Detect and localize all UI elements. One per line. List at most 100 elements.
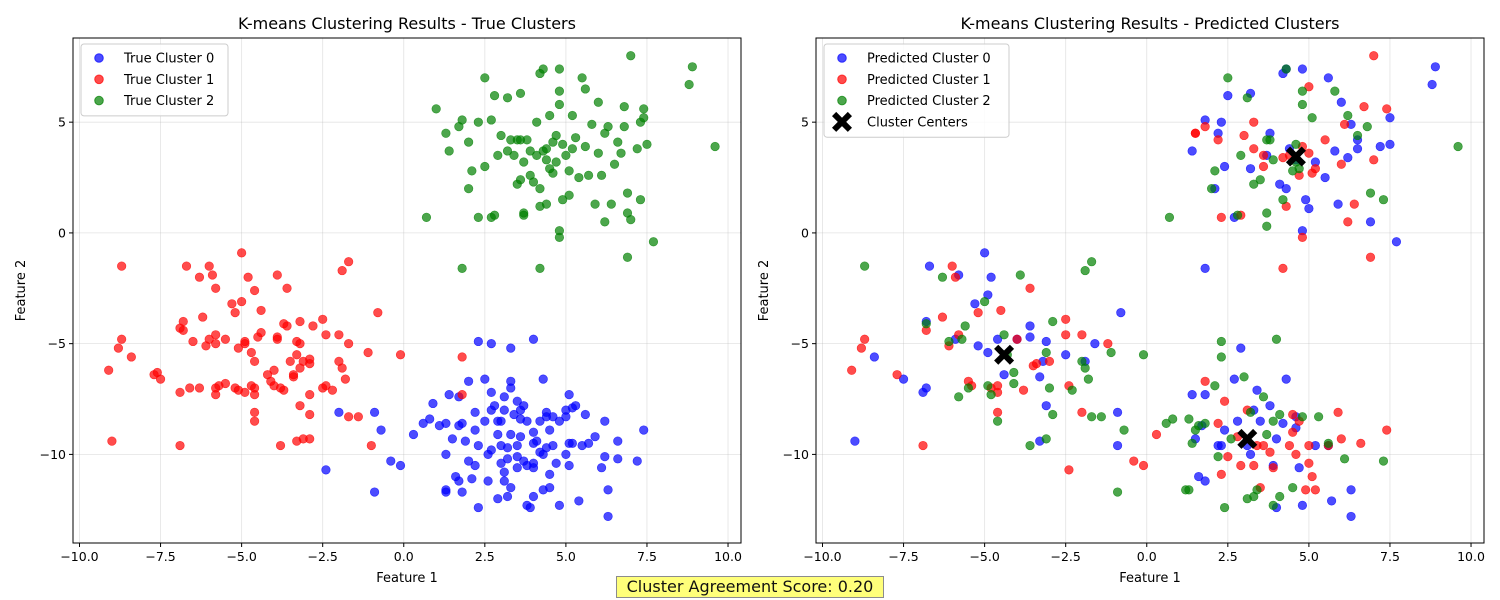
true-cluster-1-point (457, 390, 467, 400)
pred-cluster-0-point (1320, 172, 1330, 183)
true-cluster-2-point (528, 177, 539, 187)
pred-cluster-1-point (1258, 161, 1269, 172)
pred-cluster-0-point (970, 299, 980, 309)
pred-cluster-1-point (1129, 456, 1139, 466)
true-cluster-1-point (240, 339, 250, 349)
true-cluster-1-point (288, 372, 299, 382)
pred-cluster-0-point (983, 347, 993, 358)
true-cluster-2-point (467, 166, 477, 176)
y-axis-label: Feature 2 (14, 260, 29, 322)
true-cluster-2-point (632, 144, 642, 154)
pred-cluster-2-point (1268, 500, 1278, 510)
true-cluster-1-point (292, 436, 302, 446)
pred-cluster-2-point (1339, 454, 1350, 464)
true-cluster-1-point (295, 401, 305, 411)
pred-cluster-2-point (1323, 438, 1333, 448)
true-cluster-1-point (334, 330, 344, 340)
true-cluster-0-point (376, 425, 386, 435)
true-cluster-2-point (545, 110, 555, 121)
pred-cluster-2-point (1239, 372, 1249, 382)
true-cluster-1-point (220, 334, 231, 344)
true-cluster-2-point (525, 146, 535, 156)
true-cluster-2-point (489, 210, 500, 220)
plot-area (73, 38, 741, 543)
pred-cluster-0-point (1236, 343, 1246, 353)
true-cluster-0-point (603, 511, 613, 522)
pred-cluster-2-point (1242, 93, 1252, 103)
true-cluster-0-point (464, 456, 474, 466)
pred-cluster-2-point (1080, 363, 1090, 373)
true-cluster-0-point (528, 491, 539, 502)
pred-cluster-1-point (1103, 339, 1113, 349)
pred-cluster-0-point (1294, 463, 1304, 473)
pred-cluster-2-point (1268, 416, 1278, 426)
true-cluster-1-point (344, 339, 354, 349)
true-cluster-1-point (292, 350, 302, 360)
pred-cluster-0-point (1255, 416, 1265, 426)
true-cluster-0-point (441, 487, 451, 497)
pred-cluster-0-point (1336, 97, 1346, 107)
true-cluster-0-point (561, 449, 571, 460)
pred-cluster-2-point (1207, 184, 1217, 194)
true-cluster-2-point (421, 212, 432, 223)
pred-cluster-0-point (1275, 179, 1285, 189)
true-cluster-1-point (214, 381, 224, 391)
pred-cluster-0-point (1194, 471, 1204, 482)
pred-cluster-2-point (1378, 456, 1389, 466)
pred-cluster-0-point (1365, 217, 1376, 227)
legend-label: Predicted Cluster 0 (867, 52, 991, 67)
pred-cluster-2-point (1213, 452, 1223, 462)
true-cluster-2-point (642, 139, 652, 149)
true-cluster-2-point (619, 121, 629, 132)
true-cluster-0-point (512, 463, 522, 473)
legend-marker (94, 95, 104, 106)
true-cluster-0-point (554, 416, 565, 426)
pred-cluster-2-point (1048, 409, 1058, 420)
pred-cluster-2-point (1087, 412, 1097, 422)
true-cluster-0-point (502, 491, 513, 502)
pred-cluster-2-point (1112, 487, 1123, 497)
pred-cluster-0-point (1343, 153, 1353, 163)
true-cluster-0-point (464, 376, 474, 386)
pred-cluster-2-point (983, 381, 993, 391)
true-cluster-2-point (558, 195, 568, 205)
true-cluster-1-point (198, 312, 208, 322)
true-cluster-0-point (499, 405, 509, 415)
true-cluster-2-point (554, 64, 565, 74)
true-cluster-0-point (564, 390, 574, 400)
true-cluster-0-point (600, 452, 610, 462)
true-cluster-0-point (499, 392, 509, 402)
true-cluster-2-point (509, 150, 519, 160)
true-cluster-2-point (548, 137, 558, 147)
legend-box (823, 43, 1010, 138)
true-cluster-2-point (457, 263, 467, 273)
pred-cluster-1-point (1258, 150, 1269, 160)
true-cluster-0-point (369, 407, 380, 417)
pred-cluster-0-point (1271, 434, 1282, 444)
pred-cluster-0-point (1297, 64, 1308, 74)
true-cluster-0-point (528, 334, 539, 344)
pred-cluster-1-point (1061, 314, 1071, 324)
true-cluster-0-point (554, 500, 565, 510)
true-cluster-1-point (230, 308, 240, 318)
true-cluster-2-point (502, 93, 513, 103)
x-tick-label: −7.5 (145, 549, 175, 564)
true-cluster-2-point (622, 188, 633, 198)
x-tick-label: 0.0 (1137, 549, 1157, 564)
pred-cluster-2-point (992, 416, 1003, 426)
legend-marker (837, 53, 847, 63)
pred-cluster-2-point (1297, 412, 1308, 422)
true-cluster-1-point (344, 412, 354, 422)
true-cluster-0-point (334, 407, 344, 417)
true-cluster-2-point (538, 64, 548, 74)
x-axis-label: Feature 1 (376, 571, 438, 586)
true-cluster-2-point (596, 170, 607, 180)
pred-cluster-0-point (1090, 339, 1100, 349)
true-cluster-0-point (496, 416, 506, 426)
pred-cluster-2-point (1453, 141, 1463, 152)
pred-cluster-2-point (1184, 485, 1194, 495)
true-cluster-0-point (454, 476, 464, 486)
true-cluster-1-point (246, 347, 256, 358)
true-cluster-0-point (467, 474, 477, 484)
pred-cluster-1-point (1301, 485, 1311, 495)
